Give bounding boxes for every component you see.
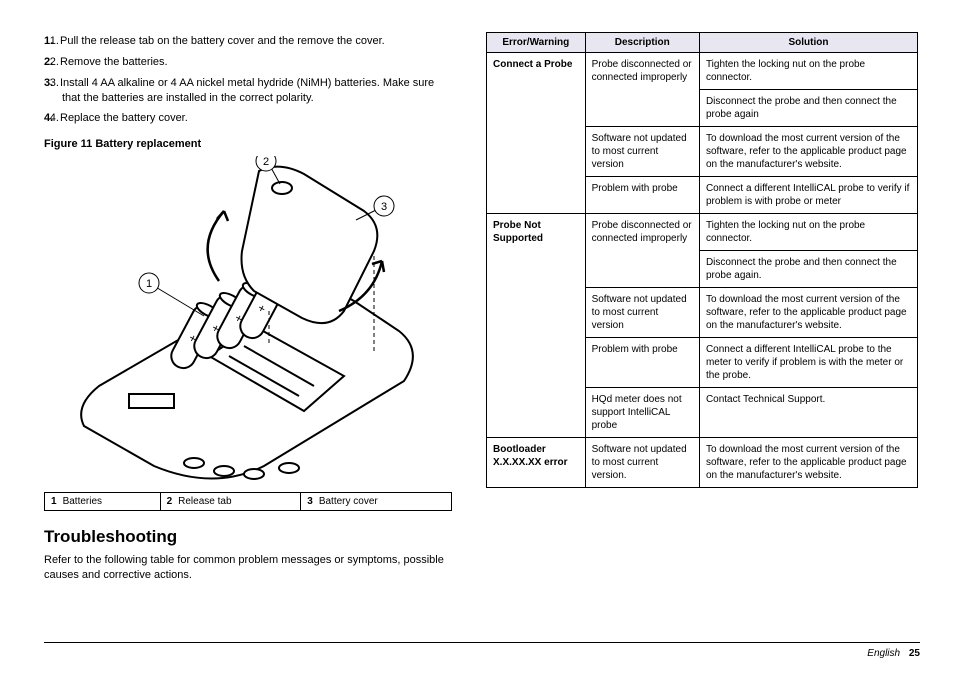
step-item: 1.Pull the release tab on the battery co… xyxy=(62,34,454,49)
cell-error: Connect a Probe xyxy=(487,53,586,214)
cell-solution: To download the most current version of … xyxy=(699,127,917,177)
right-column: Error/Warning Description Solution Conne… xyxy=(486,32,918,583)
footer-page-number: 25 xyxy=(909,648,920,659)
footer-rule xyxy=(44,642,920,643)
th-description: Description xyxy=(585,33,699,53)
step-text: Replace the battery cover. xyxy=(60,112,188,124)
cell-solution: Connect a different IntelliCAL probe to … xyxy=(699,338,917,388)
svg-text:2: 2 xyxy=(263,156,269,168)
step-item: 3.Install 4 AA alkaline or 4 AA nickel m… xyxy=(62,76,454,106)
troubleshooting-text: Refer to the following table for common … xyxy=(44,553,454,583)
cell-solution: Disconnect the probe and then connect th… xyxy=(699,251,917,288)
cell-description: Probe disconnected or connected improper… xyxy=(585,214,699,288)
cell-solution: Disconnect the probe and then connect th… xyxy=(699,90,917,127)
th-error: Error/Warning xyxy=(487,33,586,53)
cell-error: Bootloader X.X.XX.XX error xyxy=(487,438,586,488)
figure-legend-table: 1Batteries 2Release tab 3Battery cover xyxy=(44,492,452,511)
svg-text:1: 1 xyxy=(146,278,152,290)
cell-solution: To download the most current version of … xyxy=(699,288,917,338)
steps-list: 1.Pull the release tab on the battery co… xyxy=(44,34,454,126)
step-item: 2.Remove the batteries. xyxy=(62,55,454,70)
cell-description: HQd meter does not support IntelliCAL pr… xyxy=(585,388,699,438)
step-text: Pull the release tab on the battery cove… xyxy=(60,35,385,47)
cell-solution: Connect a different IntelliCAL probe to … xyxy=(699,177,917,214)
cell-description: Software not updated to most current ver… xyxy=(585,127,699,177)
battery-figure: + + + + xyxy=(44,156,452,486)
legend-cell: 3Battery cover xyxy=(301,493,452,511)
left-column: 1.Pull the release tab on the battery co… xyxy=(44,32,454,583)
legend-cell: 1Batteries xyxy=(45,493,161,511)
cell-description: Problem with probe xyxy=(585,177,699,214)
cell-solution: Tighten the locking nut on the probe con… xyxy=(699,53,917,90)
step-item: 4.Replace the battery cover. xyxy=(62,111,454,126)
th-solution: Solution xyxy=(699,33,917,53)
step-text: Install 4 AA alkaline or 4 AA nickel met… xyxy=(60,77,434,104)
step-text: Remove the batteries. xyxy=(60,56,168,68)
page-footer: English 25 xyxy=(867,648,920,659)
cell-description: Problem with probe xyxy=(585,338,699,388)
cell-description: Probe disconnected or connected improper… xyxy=(585,53,699,127)
table-row: Connect a ProbeProbe disconnected or con… xyxy=(487,53,918,90)
svg-text:3: 3 xyxy=(381,201,387,213)
footer-language: English xyxy=(867,648,900,659)
troubleshooting-heading: Troubleshooting xyxy=(44,527,454,547)
figure-title: Figure 11 Battery replacement xyxy=(44,138,454,150)
cell-solution: Contact Technical Support. xyxy=(699,388,917,438)
cell-solution: To download the most current version of … xyxy=(699,438,917,488)
cell-solution: Tighten the locking nut on the probe con… xyxy=(699,214,917,251)
troubleshooting-table: Error/Warning Description Solution Conne… xyxy=(486,32,918,488)
table-row: Bootloader X.X.XX.XX errorSoftware not u… xyxy=(487,438,918,488)
cell-description: Software not updated to most current ver… xyxy=(585,288,699,338)
legend-cell: 2Release tab xyxy=(160,493,301,511)
cell-error: Probe Not Supported xyxy=(487,214,586,438)
cell-description: Software not updated to most current ver… xyxy=(585,438,699,488)
table-row: Probe Not SupportedProbe disconnected or… xyxy=(487,214,918,251)
